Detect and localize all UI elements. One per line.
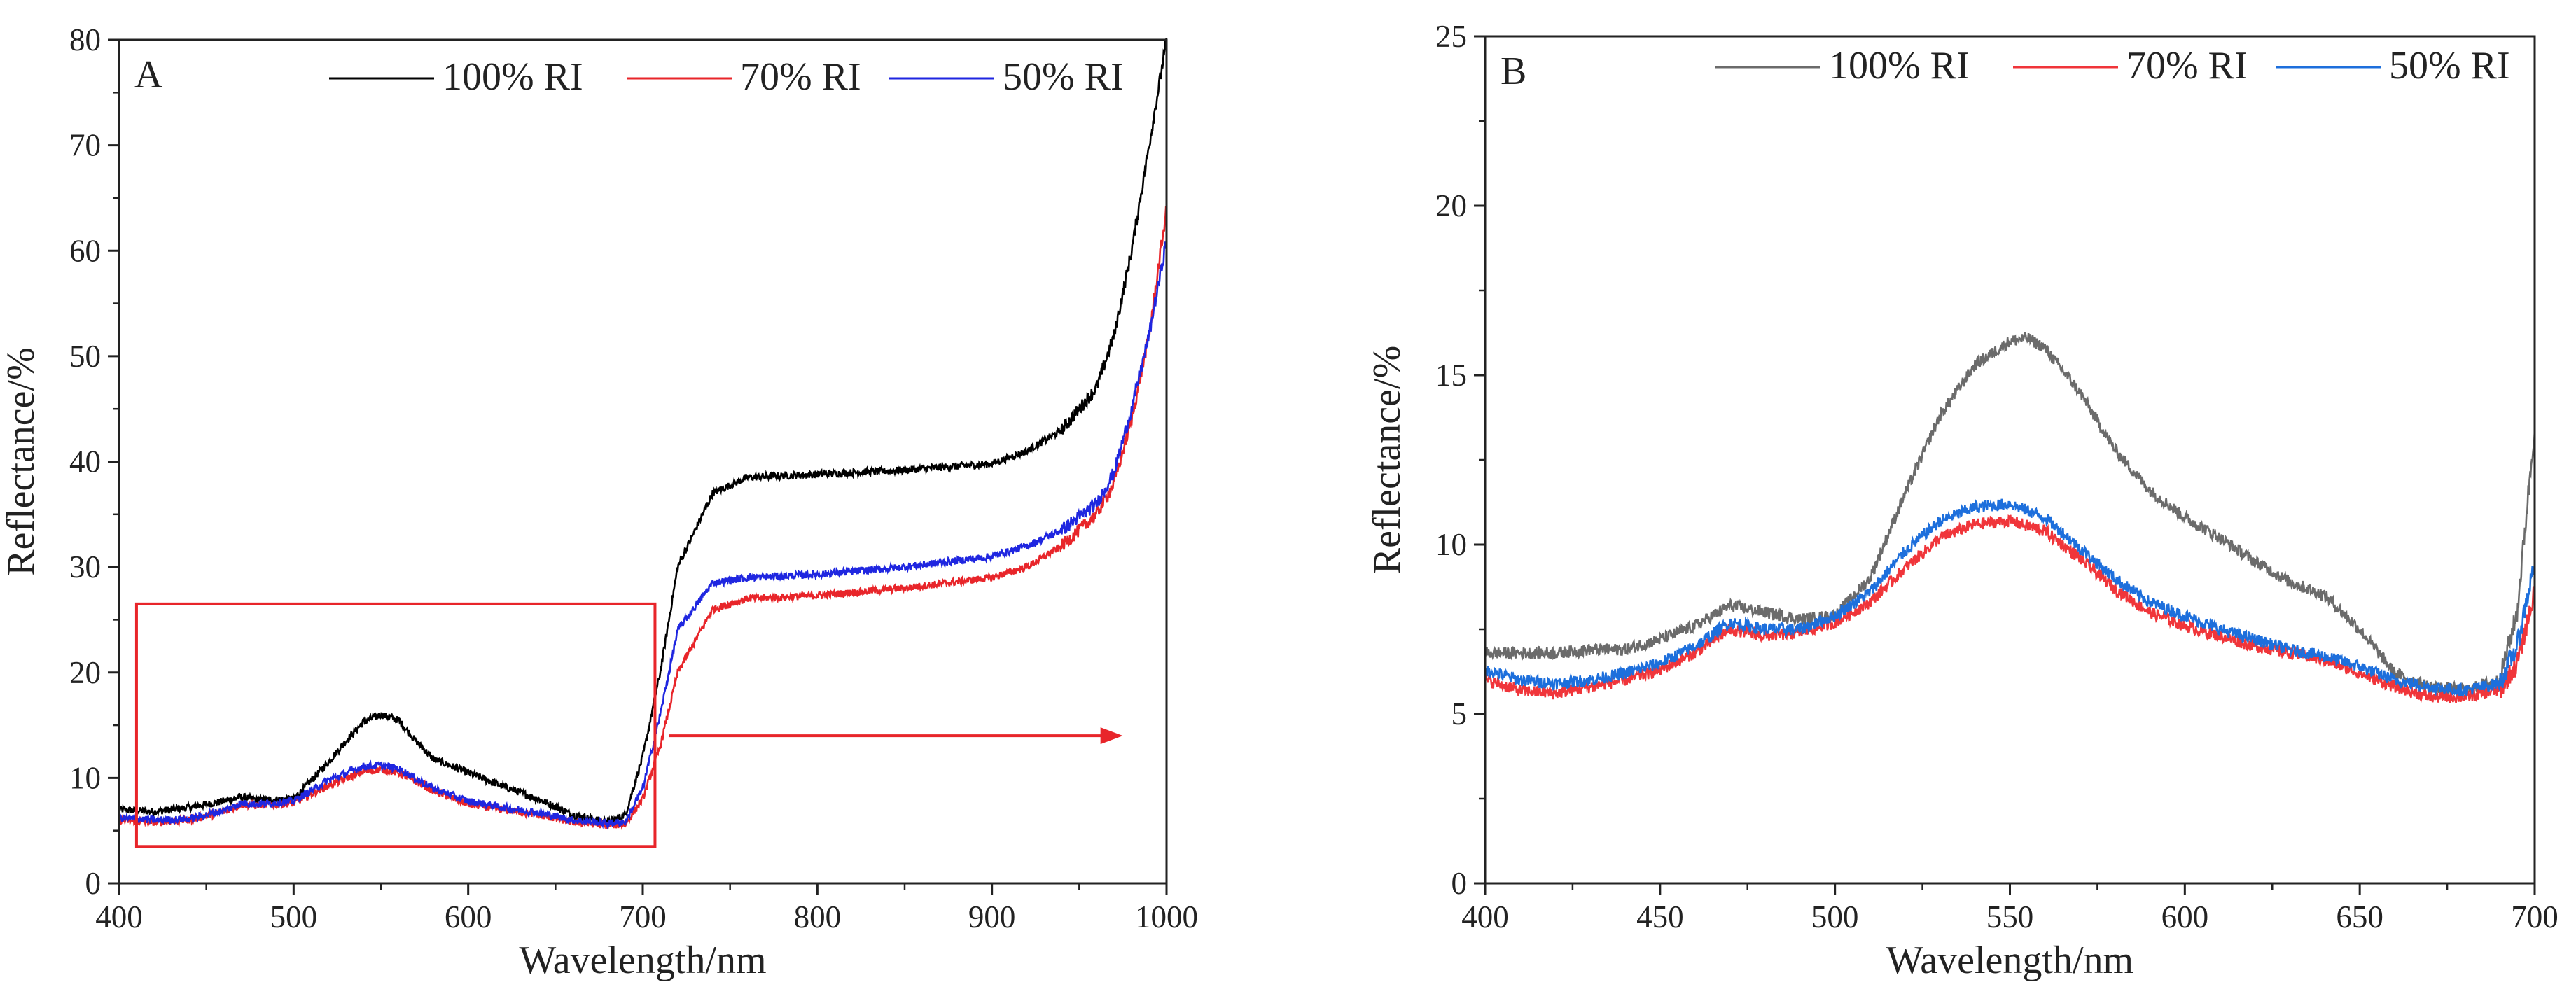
series-line-70-ri [118, 206, 1168, 830]
y-tick-label: 30 [69, 549, 101, 584]
series-line-70-ri [1484, 514, 2536, 703]
y-tick-label: 10 [69, 760, 101, 795]
x-tick-label: 800 [794, 899, 842, 934]
y-tick-label: 5 [1451, 696, 1468, 731]
y-tick-label: 25 [1435, 19, 1467, 54]
x-tick-label: 700 [619, 899, 667, 934]
y-tick-label: 10 [1435, 527, 1467, 562]
x-tick-label: 500 [1811, 899, 1859, 934]
y-tick-label: 0 [85, 866, 102, 901]
y-tick-label: 20 [69, 655, 101, 690]
legend-label: 50% RI [1003, 55, 1124, 99]
zoom-highlight-box [134, 602, 657, 848]
y-axis-title: Reflectance/% [1365, 346, 1409, 574]
legend-label: 100% RI [443, 55, 583, 99]
x-tick-label: 450 [1636, 899, 1684, 934]
panel-a: 400 500 600 700 800 900 1000 0 10 20 30 40 50 60 70 80 W… [0, 22, 1198, 982]
legend-label: 50% RI [2389, 44, 2510, 87]
y-tick-label: 15 [1435, 358, 1467, 393]
panel-letter: A [134, 53, 163, 97]
x-tick-label: 400 [1461, 899, 1509, 934]
x-tick-label: 600 [2161, 899, 2209, 934]
x-tick-label: 650 [2336, 899, 2383, 934]
series-line-50-ri [118, 237, 1168, 830]
y-tick-label: 20 [1435, 188, 1467, 223]
panel-letter: B [1501, 50, 1526, 93]
y-tick-label: 40 [69, 444, 101, 479]
panel-b: 400 450 500 550 600 650 700 0 5 10 15 20 25 Wavelengt… [1365, 19, 2558, 982]
x-tick-label: 500 [270, 899, 318, 934]
legend-label: 70% RI [740, 55, 861, 99]
y-tick-label: 80 [69, 22, 101, 57]
x-tick-label: 550 [1986, 899, 2034, 934]
y-tick-label: 0 [1451, 866, 1468, 901]
y-tick-label: 50 [69, 339, 101, 374]
y-tick-label: 60 [69, 233, 101, 268]
legend-label: 100% RI [1829, 44, 1970, 87]
x-axis-title: Wavelength/nm [1886, 939, 2133, 982]
legend-label: 70% RI [2126, 44, 2248, 87]
y-axis-title: Reflectance/% [0, 347, 43, 575]
x-tick-label: 400 [95, 899, 143, 934]
series-line-100-ri [1484, 332, 2536, 696]
series-line-50-ri [1484, 498, 2536, 699]
y-tick-label: 70 [69, 128, 101, 163]
x-tick-label: 700 [2511, 899, 2558, 934]
x-axis-title: Wavelength/nm [519, 939, 766, 982]
x-tick-label: 600 [445, 899, 492, 934]
zoom-arrow-head [1100, 727, 1123, 745]
series-line-100-ri [118, 38, 1168, 828]
x-tick-label: 1000 [1135, 899, 1198, 934]
x-tick-label: 900 [968, 899, 1016, 934]
